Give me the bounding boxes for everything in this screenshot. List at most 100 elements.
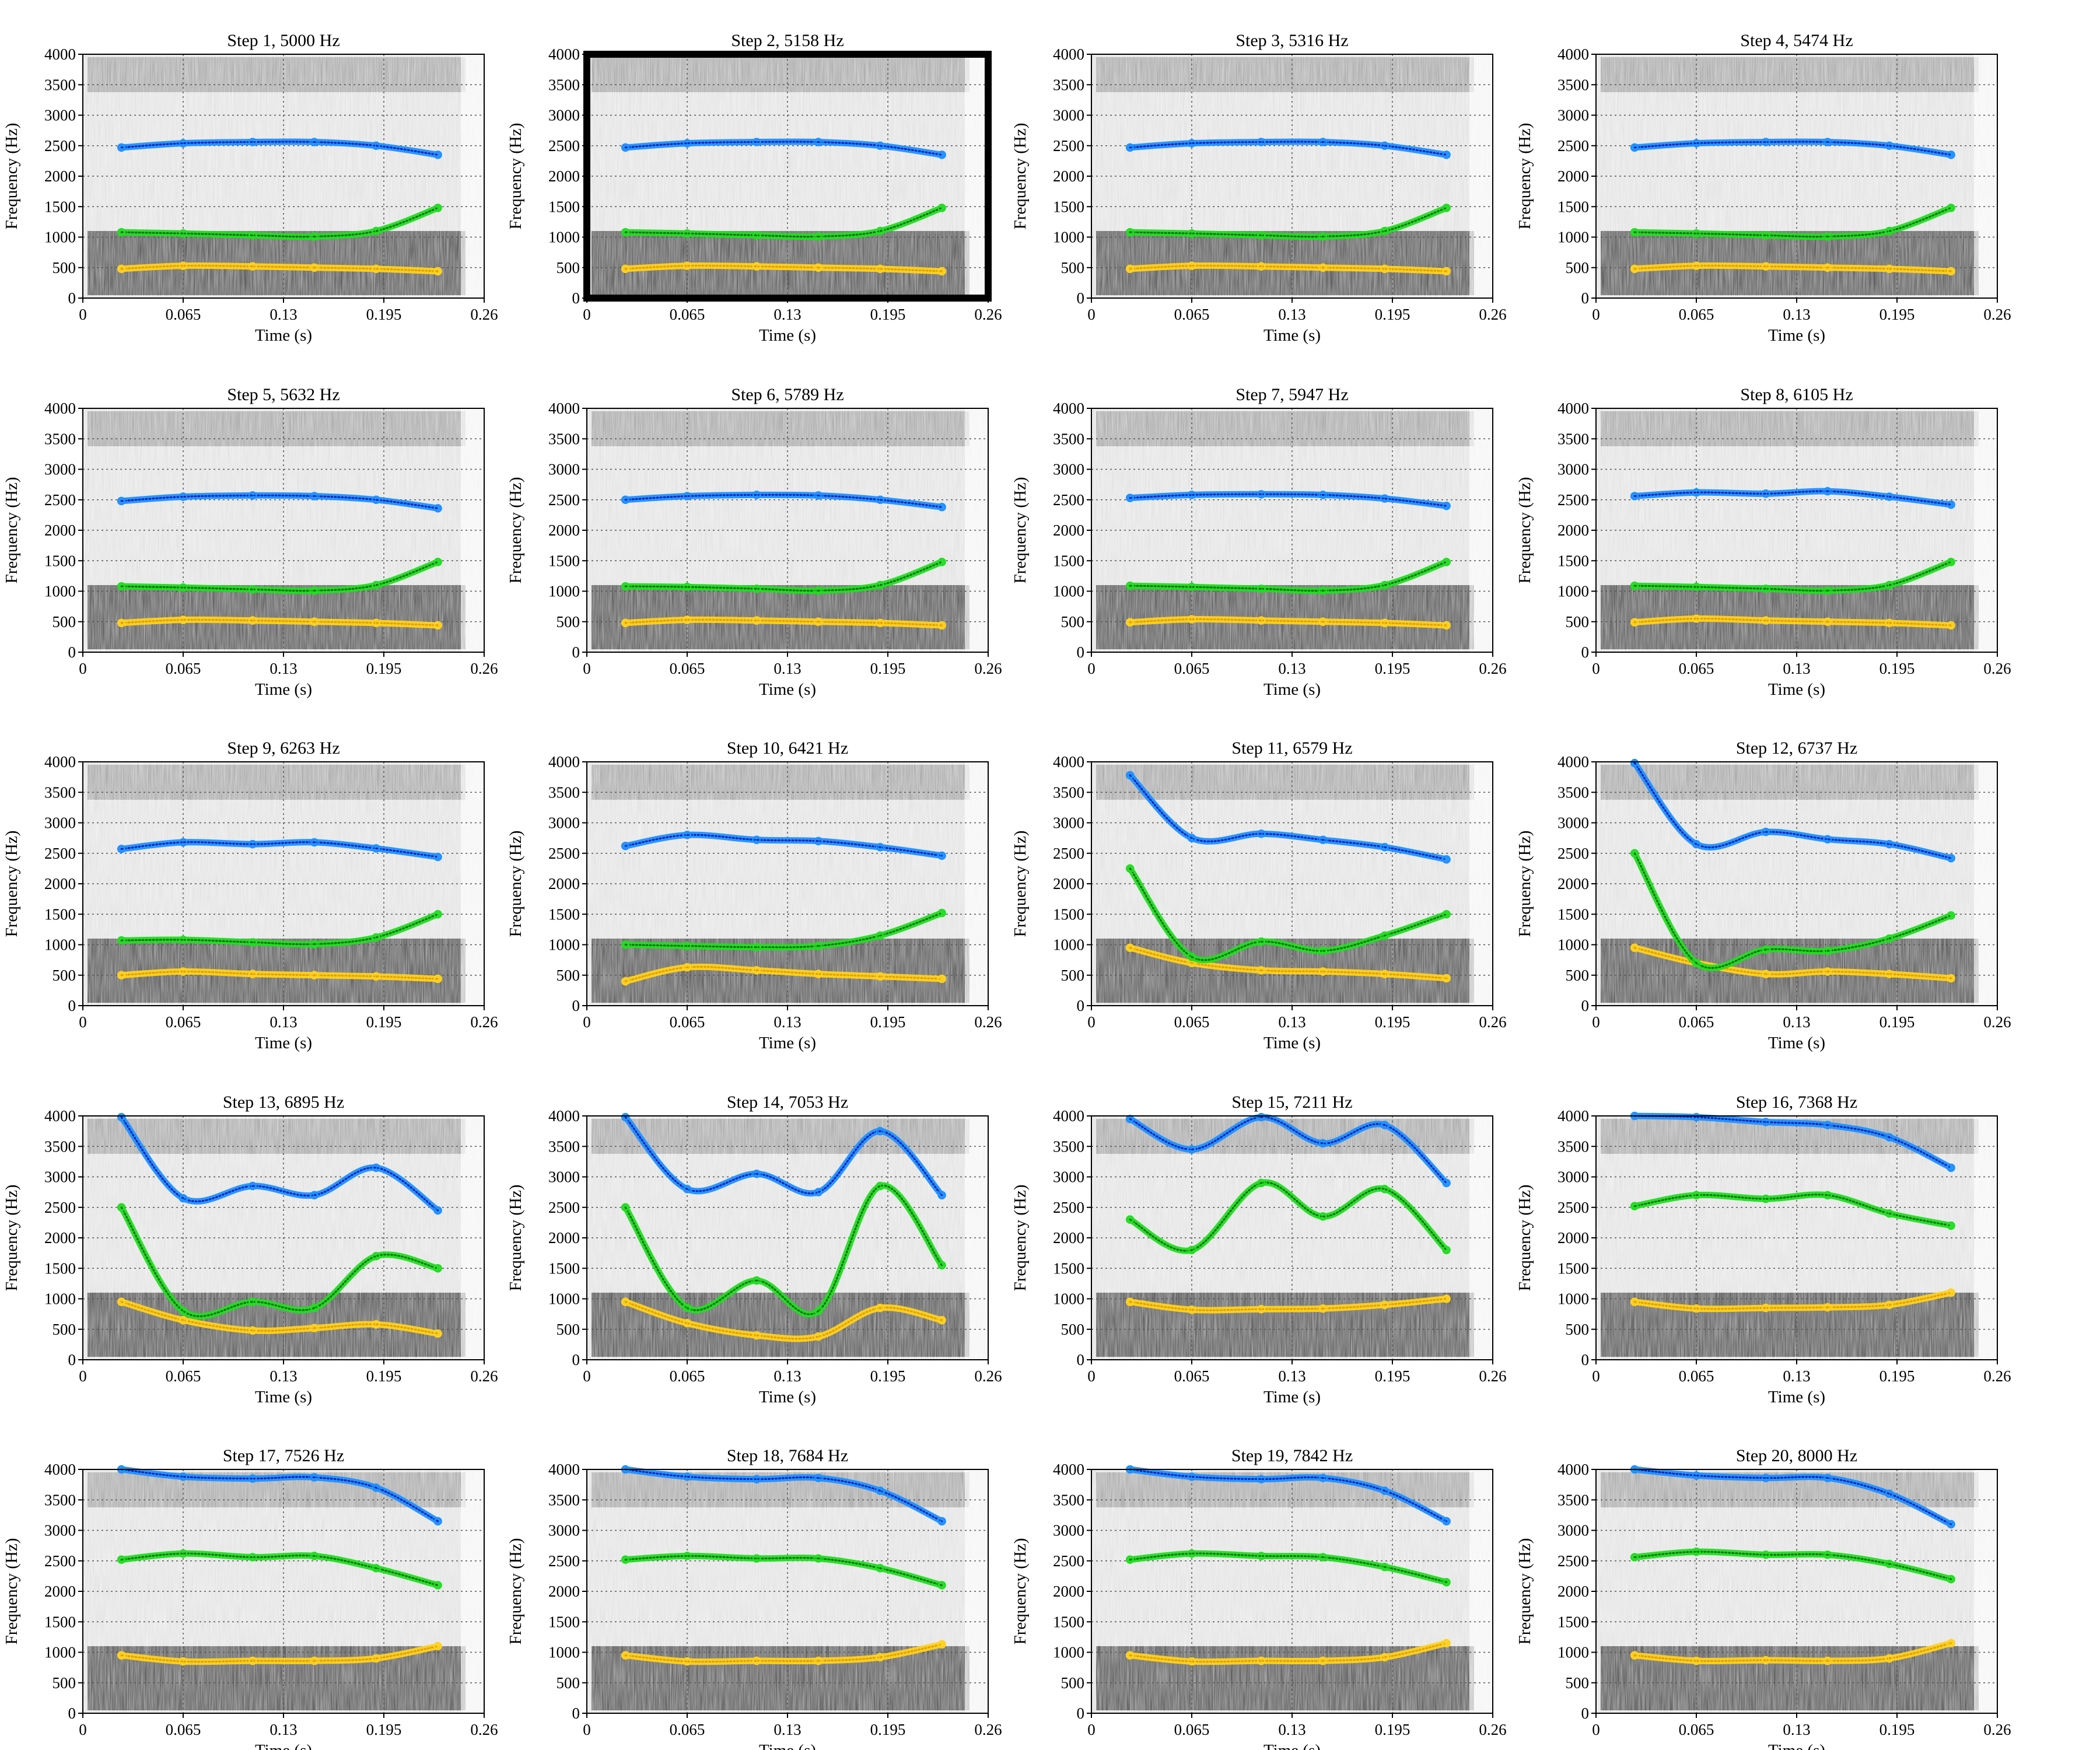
y-tick-label: 2000 — [1558, 167, 1589, 185]
y-tick-label: 500 — [52, 967, 76, 984]
x-tick-label: 0.195 — [366, 1721, 402, 1738]
panel-step-18: 0 0.065 0.13 0.195 0.26 0 500 1000 1500 2000 2500 3… — [506, 1446, 1002, 1750]
y-tick-label: 4000 — [1558, 753, 1589, 771]
x-tick-label: 0.195 — [1880, 1721, 1915, 1738]
y-tick-label: 1500 — [548, 1613, 580, 1630]
x-tick-label: 0.26 — [974, 1721, 1002, 1738]
y-tick-label: 2500 — [44, 137, 76, 155]
y-tick-label: 4000 — [1558, 1461, 1589, 1478]
panel-title: Step 13, 6895 Hz — [223, 1093, 344, 1112]
formant-point-F1 — [876, 1653, 885, 1662]
formant-point-F1 — [876, 972, 885, 981]
y-tick-label: 2500 — [1558, 137, 1589, 155]
panel-step-4: 0 0.065 0.13 0.195 0.26 0 500 1000 1500 2000 2500 3… — [1516, 31, 2011, 345]
formant-point-F1 — [1125, 943, 1135, 952]
formant-point-F2 — [1318, 1553, 1328, 1562]
formant-point-F2 — [1442, 558, 1451, 566]
formant-point-F2 — [1125, 228, 1135, 237]
y-tick-label: 0 — [1077, 1704, 1085, 1722]
y-tick-label: 2500 — [548, 137, 580, 155]
formant-point-F2 — [1630, 581, 1639, 590]
panel-step-9: 0 0.065 0.13 0.195 0.26 0 500 1000 1500 2000 2500 3… — [2, 738, 498, 1052]
y-tick-label: 3500 — [1558, 430, 1589, 447]
y-tick-label: 3500 — [44, 76, 76, 93]
y-tick-label: 4000 — [548, 46, 580, 63]
y-tick-label: 3000 — [1558, 814, 1589, 832]
y-tick-label: 2500 — [44, 845, 76, 862]
y-tick-label: 3000 — [548, 107, 580, 124]
formant-point-F3 — [1630, 758, 1639, 768]
formant-fit-F1 — [1129, 1298, 1448, 1311]
y-tick-label: 3500 — [44, 430, 76, 447]
formant-fit-F1 — [1633, 947, 1952, 979]
x-tick-label: 0 — [1087, 1367, 1096, 1385]
y-tick-label: 2000 — [44, 522, 76, 539]
formant-point-F3 — [937, 1191, 946, 1200]
formant-point-F2 — [1823, 232, 1832, 241]
panel-step-16: 0 0.065 0.13 0.195 0.26 0 500 1000 1500 2000 2500 3… — [1516, 1093, 2011, 1406]
formant-point-F1 — [1823, 967, 1832, 976]
x-tick-label: 0.13 — [774, 660, 801, 677]
formant-point-F1 — [1692, 1304, 1701, 1313]
x-tick-label: 0.195 — [1375, 1013, 1410, 1031]
formant-point-F3 — [1692, 1112, 1701, 1122]
formant-point-F1 — [752, 1331, 761, 1340]
formant-point-F2 — [1947, 204, 1955, 212]
formant-point-F1 — [621, 1651, 630, 1660]
formant-point-F1 — [1380, 1653, 1390, 1662]
x-tick-label: 0.13 — [774, 1367, 801, 1385]
formant-point-F3 — [1256, 1475, 1266, 1483]
x-axis-label: Time (s) — [1768, 1034, 1825, 1052]
formant-fit-F1 — [624, 965, 943, 982]
formant-point-F2 — [1125, 864, 1135, 873]
formant-point-F3 — [1442, 1178, 1451, 1188]
formant-point-F2 — [621, 940, 630, 949]
y-tick-label: 0 — [1581, 1704, 1590, 1722]
formant-point-F3 — [1380, 1121, 1390, 1129]
y-axis-label: Frequency (Hz) — [2, 1538, 21, 1645]
formant-point-F2 — [1380, 580, 1390, 590]
formant-point-F1 — [814, 1656, 823, 1665]
formant-point-F3 — [1256, 138, 1266, 146]
formant-fit-F2 — [120, 913, 439, 946]
y-axis-label: Frequency (Hz) — [1011, 477, 1030, 584]
formant-fit-F1 — [624, 618, 943, 626]
panel-step-8: 0 0.065 0.13 0.195 0.26 0 500 1000 1500 2000 2500 3… — [1516, 385, 2011, 699]
formant-point-F3 — [876, 1486, 885, 1495]
formant-fit-F1 — [120, 1301, 439, 1335]
formant-fit-F2 — [624, 561, 943, 592]
formant-point-F2 — [1885, 580, 1894, 590]
x-tick-label: 0.26 — [470, 306, 498, 323]
x-tick-label: 0.195 — [870, 306, 906, 323]
panel-title: Step 4, 5474 Hz — [1740, 31, 1853, 50]
x-axis-label: Time (s) — [255, 1034, 312, 1052]
formant-point-F2 — [937, 908, 946, 918]
panel-step-6: 0 0.065 0.13 0.195 0.26 0 500 1000 1500 2000 2500 3… — [506, 385, 1002, 699]
formant-point-F3 — [1125, 143, 1135, 152]
formant-point-F2 — [621, 1555, 630, 1564]
formant-point-F3 — [310, 1191, 319, 1200]
formant-point-F3 — [814, 138, 823, 146]
formant-point-F1 — [178, 615, 188, 624]
formant-point-F1 — [1761, 262, 1770, 271]
panel-step-19: 0 0.065 0.13 0.195 0.26 0 500 1000 1500 2000 2500 3… — [1011, 1446, 1507, 1750]
y-tick-label: 3000 — [44, 1522, 76, 1539]
formant-fit-F2 — [1129, 206, 1448, 238]
formant-point-F1 — [937, 1315, 946, 1325]
formant-point-F2 — [1761, 231, 1770, 240]
formant-point-F1 — [1318, 967, 1328, 976]
formant-point-F3 — [1442, 501, 1451, 510]
y-tick-label: 2500 — [1053, 137, 1084, 155]
formant-point-F3 — [1380, 1486, 1390, 1495]
x-tick-label: 0 — [79, 660, 87, 677]
formant-point-F3 — [814, 1474, 823, 1482]
formant-fit-F1 — [120, 618, 439, 626]
formant-point-F3 — [1442, 1517, 1451, 1526]
formant-point-F2 — [1761, 1550, 1770, 1559]
formant-point-F2 — [1256, 231, 1266, 240]
y-tick-label: 1500 — [1053, 1259, 1084, 1277]
formant-point-F1 — [1380, 618, 1390, 628]
formant-point-F2 — [1947, 911, 1955, 920]
y-tick-label: 1000 — [44, 1290, 76, 1308]
